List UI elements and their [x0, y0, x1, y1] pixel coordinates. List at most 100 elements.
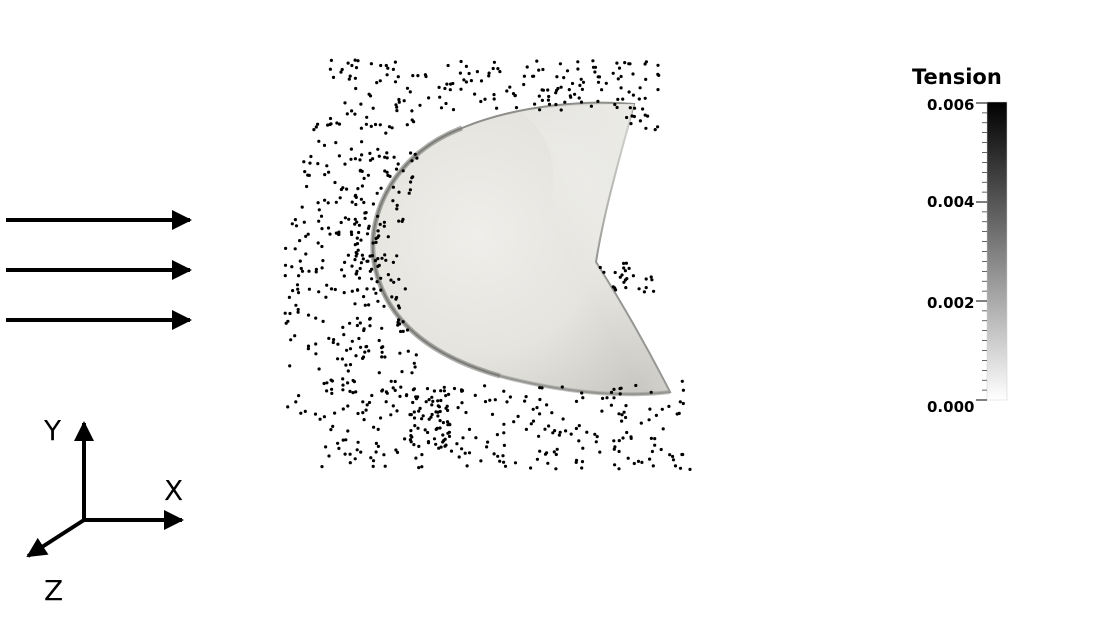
particle — [654, 413, 659, 417]
particle — [580, 87, 585, 91]
particle — [573, 92, 577, 96]
particle — [306, 344, 311, 348]
particle — [356, 187, 360, 191]
particle — [630, 114, 634, 118]
colorbar-minor-ticks — [982, 102, 987, 401]
particle — [366, 173, 370, 177]
particle — [444, 394, 448, 398]
particle — [680, 379, 684, 383]
particle — [621, 436, 625, 440]
particle — [409, 180, 413, 184]
particle — [359, 345, 363, 349]
particle — [593, 70, 597, 74]
particle — [394, 297, 398, 301]
particle — [384, 63, 388, 68]
particle — [333, 411, 337, 415]
particle — [348, 452, 352, 456]
particle — [374, 240, 378, 244]
particle — [385, 156, 389, 160]
particle — [412, 387, 416, 391]
particle — [371, 202, 375, 206]
particle — [293, 247, 297, 251]
particle — [283, 311, 287, 315]
particle — [290, 265, 294, 269]
particle — [341, 383, 345, 387]
particle — [284, 246, 288, 250]
particle — [395, 203, 399, 207]
particle — [502, 389, 506, 393]
particle — [622, 410, 626, 414]
particle — [330, 387, 334, 391]
particle — [376, 147, 380, 151]
particle — [438, 426, 442, 430]
particle — [565, 69, 570, 73]
particle — [627, 266, 631, 270]
particle — [406, 349, 410, 353]
particle — [297, 394, 301, 398]
particle — [671, 458, 676, 462]
particle — [439, 389, 443, 393]
particle — [432, 437, 437, 441]
particle — [343, 260, 347, 264]
particle — [605, 396, 609, 400]
particle — [580, 460, 585, 464]
particle — [378, 79, 382, 83]
particle — [383, 464, 387, 468]
particle — [396, 162, 400, 166]
particle — [547, 102, 552, 106]
particle — [337, 446, 341, 450]
particle — [429, 415, 433, 419]
particle — [486, 440, 490, 444]
particle — [622, 266, 626, 270]
particle — [320, 244, 324, 249]
particle — [327, 454, 331, 458]
particle — [376, 214, 380, 218]
particle — [513, 461, 518, 465]
particle — [353, 302, 357, 306]
particle — [529, 466, 533, 470]
particle — [353, 222, 357, 226]
particle — [405, 123, 409, 127]
particle — [412, 443, 416, 447]
particle — [618, 392, 622, 396]
particle — [356, 440, 360, 444]
particle — [358, 168, 363, 172]
particle — [348, 461, 352, 465]
particle — [393, 60, 397, 64]
particle — [391, 260, 395, 264]
particle — [547, 424, 551, 428]
particle — [434, 442, 438, 446]
particle — [469, 79, 473, 83]
particle — [308, 161, 312, 165]
particle — [639, 421, 643, 425]
particle — [380, 256, 384, 260]
particle — [375, 280, 379, 284]
particle — [434, 410, 438, 414]
particle — [649, 390, 653, 394]
particle — [463, 451, 467, 455]
particle — [322, 143, 327, 147]
particle — [328, 232, 332, 236]
particle — [455, 442, 459, 446]
particle — [288, 311, 292, 316]
particle — [341, 388, 345, 392]
particle — [368, 254, 372, 258]
particle — [317, 290, 321, 294]
particle — [505, 400, 509, 404]
particle — [553, 429, 557, 433]
particle — [627, 62, 631, 66]
particle — [447, 434, 452, 438]
particle — [327, 170, 331, 174]
particle — [316, 241, 320, 245]
particle — [326, 226, 331, 230]
particle — [340, 357, 344, 361]
particle — [392, 155, 396, 159]
particle — [613, 102, 617, 107]
particle — [537, 434, 541, 438]
particle — [394, 167, 399, 171]
particle — [678, 466, 683, 470]
particle — [430, 412, 434, 417]
axes-triad: Y X Z — [26, 414, 184, 607]
particle — [353, 58, 357, 62]
